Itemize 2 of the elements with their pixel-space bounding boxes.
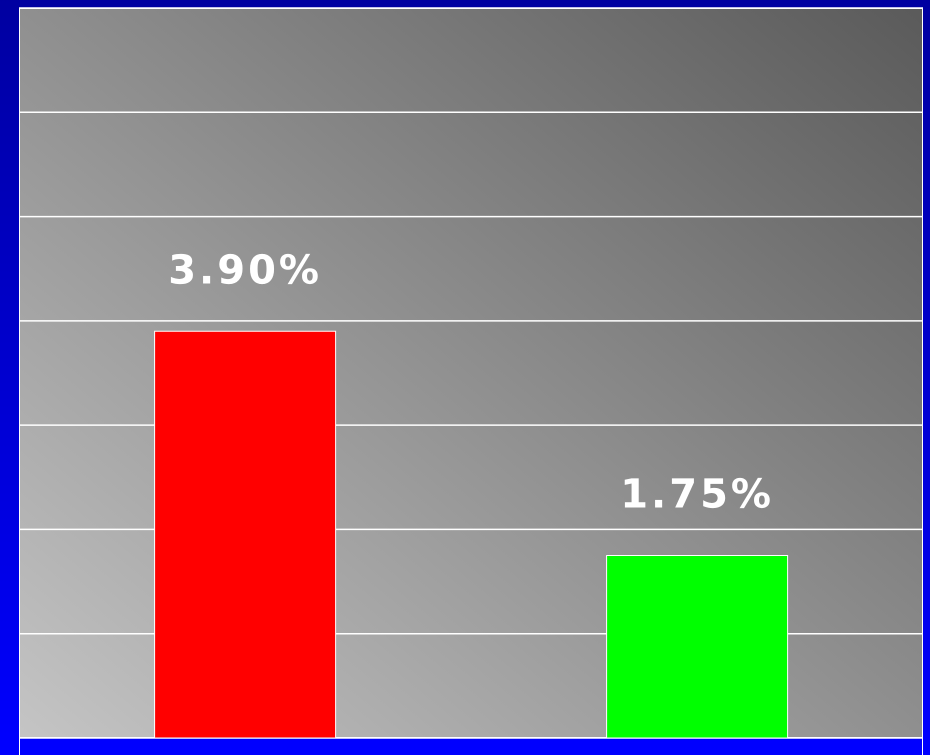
data-label: 3.90% [168,247,322,294]
data-label: 1.75% [620,472,774,518]
